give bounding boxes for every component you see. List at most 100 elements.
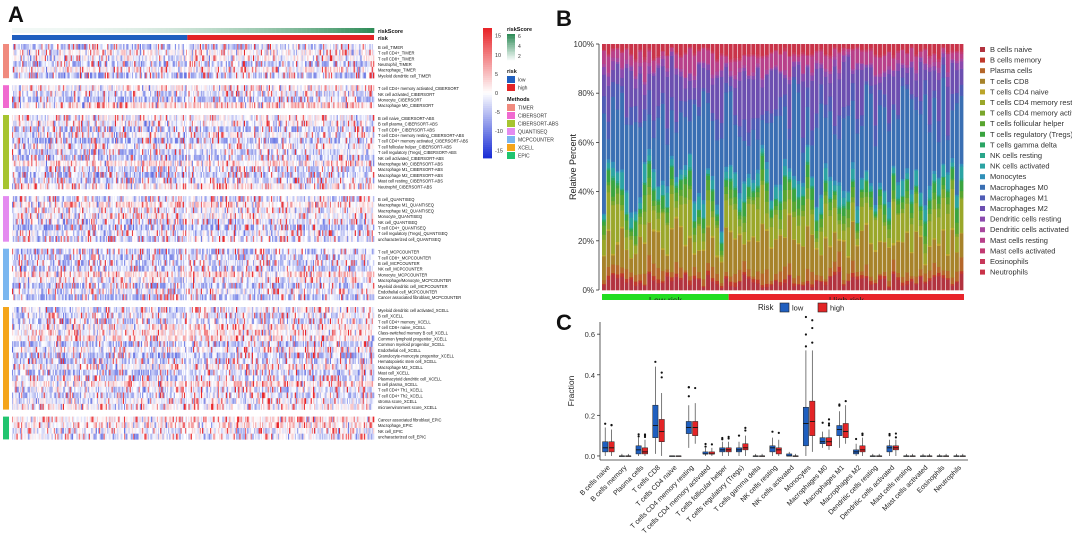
heatmap-cell	[15, 66, 17, 73]
heatmap-cell	[58, 102, 60, 109]
heatmap-cell	[368, 61, 370, 67]
heatmap-cell	[102, 126, 104, 133]
heatmap-cell	[347, 55, 350, 62]
heatmap-cell	[168, 72, 170, 79]
heatmap-cell	[342, 115, 344, 121]
risk-score-cell	[84, 28, 86, 33]
heatmap-cell	[221, 85, 223, 92]
heatmap-cell	[99, 44, 101, 50]
heatmap-cell	[359, 90, 361, 97]
heatmap-cell	[248, 115, 250, 121]
heatmap-cell	[173, 90, 176, 97]
heatmap-cell	[275, 90, 278, 97]
heatmap-cell	[229, 90, 231, 97]
heatmap-cell	[42, 72, 44, 79]
heatmap-cell	[336, 102, 339, 109]
heatmap-cell	[288, 61, 290, 67]
heatmap-cell	[42, 90, 44, 97]
heatmap-cell	[130, 49, 133, 56]
heatmap-cell	[370, 61, 373, 67]
risk-score-cell	[96, 28, 99, 33]
heatmap-cell	[273, 61, 275, 67]
heatmap-cell	[292, 55, 294, 62]
heatmap-cell	[179, 120, 181, 127]
heatmap-cell	[217, 120, 220, 127]
heatmap-cell	[84, 132, 86, 138]
heatmap-cell	[332, 90, 334, 97]
heatmap-cell	[190, 85, 193, 92]
heatmap-cell	[217, 44, 220, 50]
heatmap-cell	[36, 66, 39, 73]
heatmap-cell	[22, 120, 24, 127]
heatmap-cell	[159, 61, 161, 67]
heatmap-cell	[111, 126, 113, 133]
heatmap-cell	[347, 115, 350, 121]
heatmap-cell	[191, 61, 194, 67]
heatmap-cell	[280, 66, 282, 73]
heatmap-cell	[153, 115, 155, 121]
heatmap-cell	[252, 120, 255, 127]
heatmap-cell	[189, 66, 192, 73]
heatmap-cell	[101, 44, 103, 50]
heatmap-cell	[169, 61, 171, 67]
heatmap-cell	[177, 90, 179, 97]
heatmap-cell	[151, 96, 153, 103]
heatmap-cell	[342, 90, 344, 97]
heatmap-cell	[257, 72, 259, 79]
heatmap-cell	[369, 102, 371, 109]
heatmap-cell	[226, 115, 229, 121]
heatmap-cell	[315, 72, 317, 79]
heatmap-cell	[325, 120, 327, 127]
heatmap-cell	[249, 115, 251, 121]
heatmap-cell	[203, 55, 205, 62]
heatmap-cell	[362, 44, 365, 50]
heatmap-cell	[54, 85, 57, 92]
heatmap-cell	[71, 44, 74, 50]
heatmap-cell	[259, 72, 262, 79]
heatmap-cell	[357, 120, 359, 127]
heatmap-cell	[246, 90, 248, 97]
heatmap-cell	[51, 72, 54, 79]
heatmap-cell	[257, 120, 259, 127]
heatmap-cell	[51, 49, 54, 56]
heatmap-cell	[121, 85, 124, 92]
heatmap-cell	[275, 115, 278, 121]
heatmap-cell	[326, 115, 328, 121]
heatmap-cell	[328, 115, 331, 121]
heatmap-cell	[14, 90, 16, 97]
heatmap-cell	[78, 126, 81, 133]
heatmap-cell	[223, 126, 225, 133]
heatmap-cell	[232, 72, 235, 79]
heatmap-cell	[88, 61, 91, 67]
heatmap-cell	[364, 126, 367, 133]
heatmap-cell	[42, 120, 44, 127]
heatmap-cell	[88, 132, 91, 138]
heatmap-cell	[263, 96, 265, 103]
heatmap-cell	[309, 90, 311, 97]
heatmap-cell	[353, 49, 356, 56]
risk-score-cell	[257, 28, 259, 33]
heatmap-cell	[78, 115, 81, 121]
heatmap-cell	[12, 90, 14, 97]
heatmap-cell	[216, 90, 219, 97]
heatmap-cell	[334, 44, 336, 50]
heatmap-cell	[137, 132, 139, 138]
heatmap-cell	[157, 132, 160, 138]
heatmap-cell	[207, 61, 210, 67]
heatmap-cell	[327, 49, 330, 56]
heatmap-cell	[307, 55, 309, 62]
heatmap-cell	[223, 120, 225, 127]
heatmap-cell	[180, 49, 182, 56]
heatmap-cell	[214, 132, 216, 138]
heatmap-cell	[276, 49, 279, 56]
heatmap-cell	[36, 55, 39, 62]
risk-score-cell	[169, 28, 171, 33]
heatmap-cell	[61, 90, 64, 97]
heatmap-cell	[117, 55, 119, 62]
heatmap-cell	[311, 132, 314, 138]
heatmap-cell	[282, 49, 284, 56]
heatmap-cell	[87, 102, 90, 109]
heatmap-cell	[154, 102, 156, 109]
risk-score-cell	[235, 28, 238, 33]
heatmap-cell	[234, 132, 237, 138]
